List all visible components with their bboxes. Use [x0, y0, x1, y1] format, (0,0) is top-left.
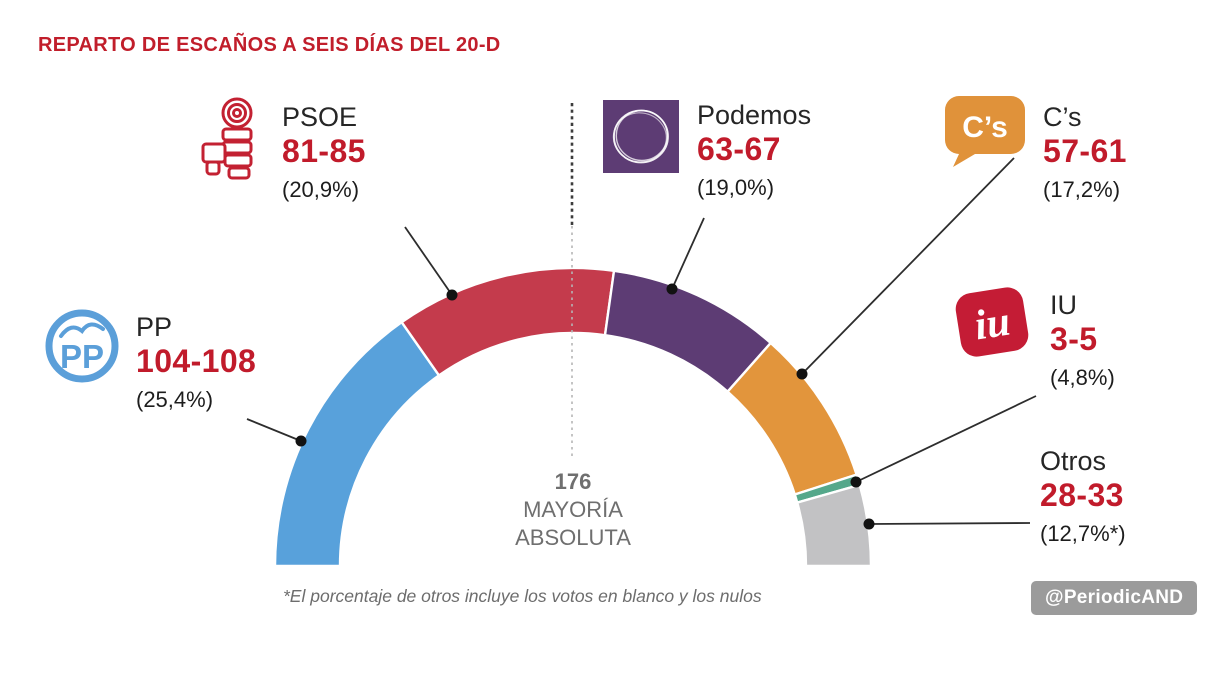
otros-callout-line — [868, 522, 1031, 525]
party-label-iu: iu IU 3-5 (4,8%) — [952, 282, 1115, 391]
party-pct: (20,9%) — [282, 177, 360, 202]
svg-text:C’s: C’s — [962, 111, 1008, 144]
party-label-cs: C’s C’s 57-61 (17,2%) — [945, 96, 1127, 203]
cs-callout-dot — [796, 368, 808, 380]
party-label-pp: PP PP 104-108 (25,4%) — [42, 306, 256, 413]
pp-callout-line — [246, 418, 302, 442]
psoe-callout-dot — [446, 289, 458, 301]
psoe-callout-line — [404, 226, 453, 296]
party-pct: (25,4%) — [136, 387, 214, 412]
party-name: PSOE — [282, 102, 358, 132]
cs-callout-line — [801, 157, 1015, 375]
podemos-callout-dot — [666, 283, 678, 295]
party-pct: (4,8%) — [1050, 365, 1115, 390]
party-seats: 63-67 — [697, 131, 781, 167]
psoe-logo-icon — [201, 97, 253, 180]
majority-label-line2: ABSOLUTA — [515, 525, 631, 550]
pp-callout-dot — [295, 435, 307, 447]
party-name: IU — [1050, 290, 1077, 320]
callout-lines — [246, 157, 1037, 525]
party-label-psoe: PSOE 81-85 (20,9%) — [200, 96, 366, 203]
party-pct: (17,2%) — [1043, 177, 1121, 202]
svg-text:PP: PP — [60, 338, 104, 375]
footnote: *El porcentaje de otros incluye los voto… — [283, 586, 762, 606]
iu-callout-dot — [850, 476, 862, 488]
arc-segment-PSOE — [400, 266, 616, 378]
svg-text:iu: iu — [971, 299, 1013, 350]
cs-logo-icon: C’s — [945, 96, 1025, 167]
party-name: Podemos — [697, 100, 812, 130]
iu-logo-icon: iu — [955, 287, 1029, 357]
page-title: REPARTO DE ESCAÑOS A SEIS DÍAS DEL 20-D — [38, 34, 501, 56]
iu-callout-line — [855, 395, 1037, 483]
party-seats: 81-85 — [282, 133, 366, 169]
majority-threshold: 176 MAYORÍA ABSOLUTA — [453, 468, 693, 552]
party-seats: 3-5 — [1050, 321, 1098, 357]
party-seats: 28-33 — [1040, 477, 1124, 513]
callout-dots — [295, 283, 875, 530]
majority-value: 176 — [554, 469, 592, 494]
podemos-logo-icon — [603, 100, 679, 173]
otros-callout-dot — [863, 518, 875, 530]
arc-segment-Otros — [795, 483, 873, 568]
party-seats: 104-108 — [136, 343, 257, 379]
party-pct: (12,7%*) — [1040, 521, 1126, 546]
credit-badge: @PeriodicAND — [1031, 581, 1198, 615]
party-seats: 57-61 — [1043, 133, 1127, 169]
party-name: Otros — [1040, 446, 1107, 476]
party-name: C’s — [1043, 102, 1082, 132]
party-label-otros: Otros 28-33 (12,7%*) — [1040, 446, 1126, 547]
majority-label-line1: MAYORÍA — [523, 497, 623, 522]
party-pct: (19,0%) — [697, 175, 775, 200]
podemos-callout-line — [671, 217, 705, 290]
party-label-podemos: Podemos 63-67 (19,0%) — [603, 100, 811, 201]
arc-segments — [273, 266, 873, 568]
pp-logo-icon: PP — [45, 309, 119, 383]
party-name: PP — [136, 312, 173, 342]
